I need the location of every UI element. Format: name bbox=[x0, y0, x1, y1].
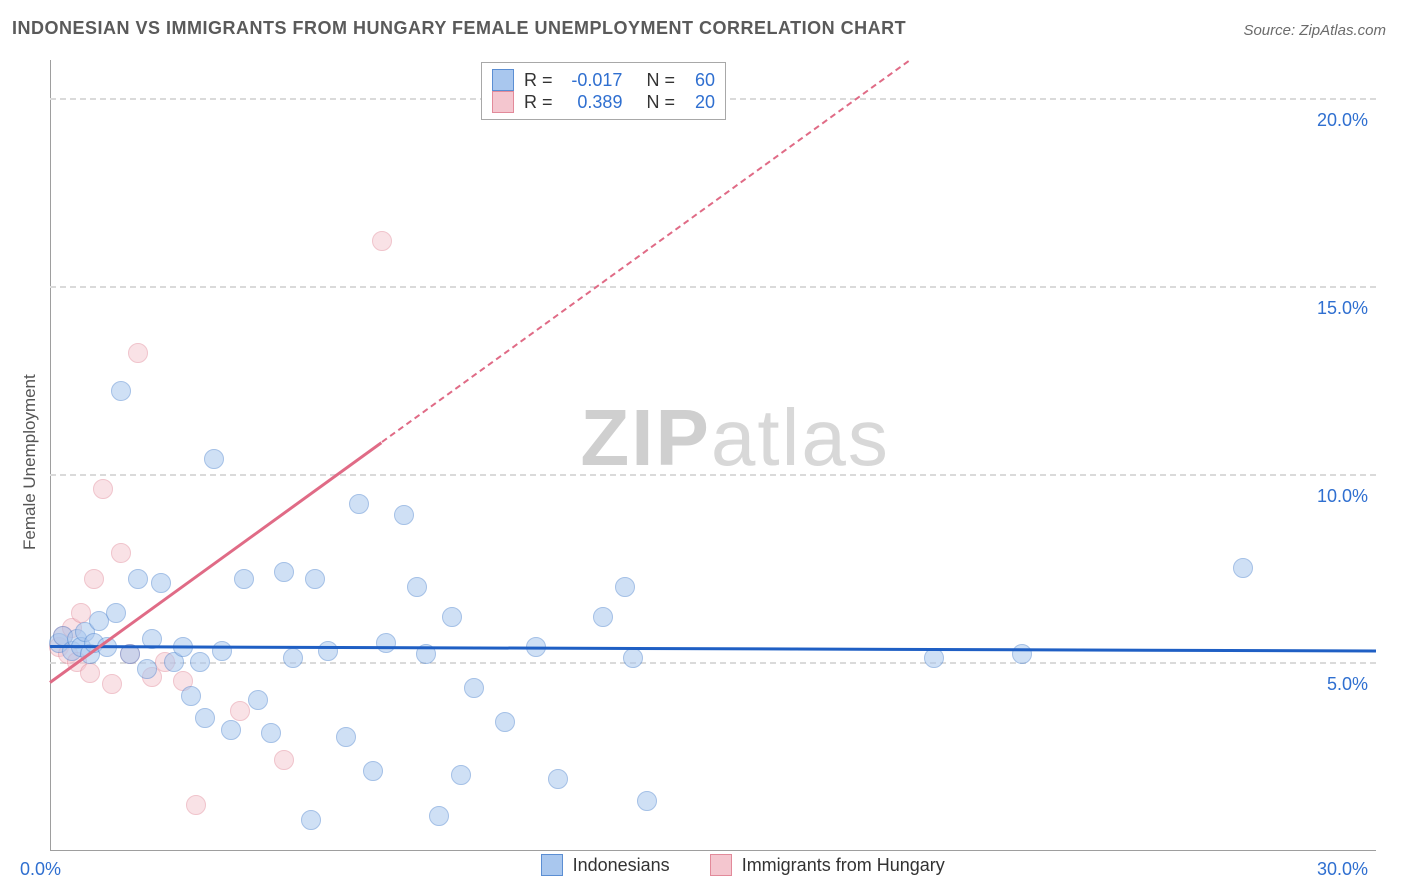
stats-row: R = -0.017 N = 60 bbox=[492, 69, 715, 91]
blue-point bbox=[924, 648, 944, 668]
blue-point bbox=[1233, 558, 1253, 578]
blue-point bbox=[407, 577, 427, 597]
n-label: N = bbox=[646, 70, 675, 91]
pink-swatch bbox=[492, 91, 514, 113]
blue-swatch bbox=[541, 854, 563, 876]
blue-point bbox=[283, 648, 303, 668]
pink-point bbox=[80, 663, 100, 683]
blue-point bbox=[442, 607, 462, 627]
y-tick-label: 20.0% bbox=[1317, 110, 1368, 131]
trendline bbox=[50, 645, 1376, 653]
legend-item: Immigrants from Hungary bbox=[710, 854, 945, 876]
bottom-legend: Indonesians Immigrants from Hungary bbox=[541, 854, 945, 876]
pink-point bbox=[274, 750, 294, 770]
blue-point bbox=[336, 727, 356, 747]
blue-point bbox=[349, 494, 369, 514]
stats-row: R = 0.389 N = 20 bbox=[492, 91, 715, 113]
r-value: -0.017 bbox=[562, 70, 622, 91]
blue-point bbox=[137, 659, 157, 679]
blue-point bbox=[615, 577, 635, 597]
watermark: ZIPatlas bbox=[580, 392, 889, 484]
blue-point bbox=[195, 708, 215, 728]
blue-point bbox=[305, 569, 325, 589]
blue-swatch bbox=[492, 69, 514, 91]
blue-point bbox=[495, 712, 515, 732]
r-label: R = bbox=[524, 92, 553, 113]
gridline bbox=[50, 286, 1376, 288]
blue-point bbox=[111, 381, 131, 401]
blue-point bbox=[623, 648, 643, 668]
blue-point bbox=[261, 723, 281, 743]
pink-point bbox=[84, 569, 104, 589]
pink-point bbox=[111, 543, 131, 563]
blue-point bbox=[190, 652, 210, 672]
r-label: R = bbox=[524, 70, 553, 91]
plot-area: 5.0%10.0%15.0%20.0%0.0%30.0%ZIPatlasR =-… bbox=[50, 60, 1376, 850]
x-tick-label-left: 0.0% bbox=[20, 859, 61, 880]
blue-point bbox=[363, 761, 383, 781]
x-tick-label-right: 30.0% bbox=[1317, 859, 1368, 880]
chart-title: INDONESIAN VS IMMIGRANTS FROM HUNGARY FE… bbox=[12, 18, 906, 39]
n-label: N = bbox=[646, 92, 675, 113]
blue-point bbox=[394, 505, 414, 525]
x-axis-line bbox=[50, 850, 1376, 851]
blue-point bbox=[274, 562, 294, 582]
blue-point bbox=[212, 641, 232, 661]
gridline bbox=[50, 474, 1376, 476]
y-tick-label: 10.0% bbox=[1317, 486, 1368, 507]
legend-item: Indonesians bbox=[541, 854, 670, 876]
pink-point bbox=[93, 479, 113, 499]
pink-swatch bbox=[710, 854, 732, 876]
y-tick-label: 15.0% bbox=[1317, 298, 1368, 319]
blue-point bbox=[318, 641, 338, 661]
gridline bbox=[50, 662, 1376, 664]
blue-point bbox=[204, 449, 224, 469]
n-value: 60 bbox=[685, 70, 715, 91]
pink-point bbox=[102, 674, 122, 694]
blue-point bbox=[221, 720, 241, 740]
pink-point bbox=[230, 701, 250, 721]
y-tick-label: 5.0% bbox=[1327, 674, 1368, 695]
blue-point bbox=[106, 603, 126, 623]
legend-label: Immigrants from Hungary bbox=[742, 855, 945, 876]
y-axis-title: Female Unemployment bbox=[20, 374, 40, 550]
blue-point bbox=[464, 678, 484, 698]
blue-point bbox=[181, 686, 201, 706]
blue-point bbox=[548, 769, 568, 789]
blue-point bbox=[451, 765, 471, 785]
pink-point bbox=[128, 343, 148, 363]
source-attribution: Source: ZipAtlas.com bbox=[1243, 22, 1386, 39]
blue-point bbox=[593, 607, 613, 627]
blue-point bbox=[301, 810, 321, 830]
stats-box: R = -0.017 N = 60 R = 0.389 N = 20 bbox=[481, 62, 726, 120]
blue-point bbox=[151, 573, 171, 593]
blue-point bbox=[248, 690, 268, 710]
blue-point bbox=[376, 633, 396, 653]
blue-point bbox=[128, 569, 148, 589]
pink-point bbox=[372, 231, 392, 251]
pink-point bbox=[186, 795, 206, 815]
blue-point bbox=[234, 569, 254, 589]
blue-point bbox=[429, 806, 449, 826]
blue-point bbox=[637, 791, 657, 811]
chart-container: INDONESIAN VS IMMIGRANTS FROM HUNGARY FE… bbox=[0, 0, 1406, 892]
n-value: 20 bbox=[685, 92, 715, 113]
legend-label: Indonesians bbox=[573, 855, 670, 876]
y-axis-line bbox=[50, 60, 51, 850]
r-value: 0.389 bbox=[562, 92, 622, 113]
